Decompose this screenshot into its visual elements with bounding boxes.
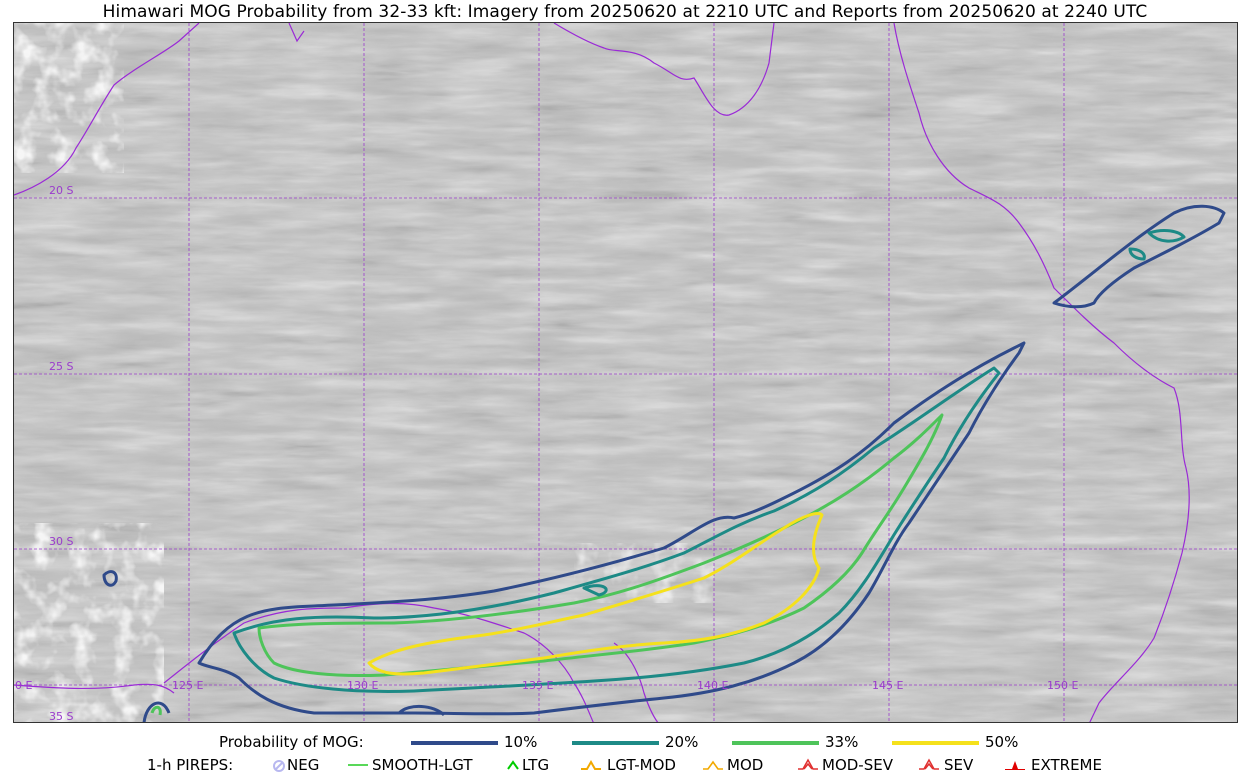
lon-label-150e: 150 E <box>1047 679 1078 692</box>
satellite-map: 20 S 25 S 30 S 35 S 120 E 125 E 130 E 13… <box>13 22 1238 723</box>
pirep-sev-label: SEV <box>944 756 974 774</box>
mog-contours <box>102 204 1226 722</box>
lat-label-35s: 35 S <box>49 710 73 723</box>
mod-sev-icon <box>798 758 818 770</box>
pirep-ltg-label: LTG <box>522 756 550 774</box>
legend-10-label: 10% <box>504 733 538 751</box>
lat-label-25s: 25 S <box>49 360 73 373</box>
sev-icon <box>919 758 939 770</box>
legend-swatch-20 <box>572 741 659 745</box>
lat-label-30s: 30 S <box>49 535 73 548</box>
pirep-smooth-lgt-label: SMOOTH-LGT <box>372 756 473 774</box>
neg-icon <box>273 760 285 772</box>
legend-swatch-50 <box>892 741 979 745</box>
smooth-lgt-icon <box>348 764 368 766</box>
prob-legend-label: Probability of MOG: <box>219 733 364 751</box>
contour-20pct <box>232 366 1001 693</box>
graticule <box>14 23 1237 722</box>
map-title: Himawari MOG Probability from 32-33 kft:… <box>102 2 1148 22</box>
pirep-lgt-mod-label: LGT-MOD <box>607 756 676 774</box>
mod-icon <box>703 760 723 770</box>
pirep-mod-label: MOD <box>727 756 764 774</box>
lgt-mod-icon <box>581 759 601 770</box>
pirep-neg-label: NEG <box>287 756 320 774</box>
pirep-legend-label: 1-h PIREPS: <box>147 756 234 774</box>
legend-50-label: 50% <box>985 733 1019 751</box>
lon-label-120e: 120 E <box>14 679 32 692</box>
lat-label-20s: 20 S <box>49 184 73 197</box>
ltg-icon <box>507 760 519 770</box>
lon-label-135e: 135 E <box>522 679 553 692</box>
legend-33-label: 33% <box>825 733 859 751</box>
lon-label-140e: 140 E <box>697 679 728 692</box>
pirep-extreme-label: EXTREME <box>1031 756 1102 774</box>
lon-label-130e: 130 E <box>347 679 378 692</box>
extreme-icon <box>1005 761 1025 770</box>
legend-swatch-33 <box>732 741 819 745</box>
lon-label-125e: 125 E <box>172 679 203 692</box>
pirep-mod-sev-label: MOD-SEV <box>822 756 893 774</box>
contour-50pct <box>367 512 824 676</box>
legend-20-label: 20% <box>665 733 699 751</box>
lon-label-145e: 145 E <box>872 679 903 692</box>
legend-swatch-10 <box>411 741 498 745</box>
coastline <box>14 23 1190 722</box>
contour-10pct <box>197 341 1026 716</box>
